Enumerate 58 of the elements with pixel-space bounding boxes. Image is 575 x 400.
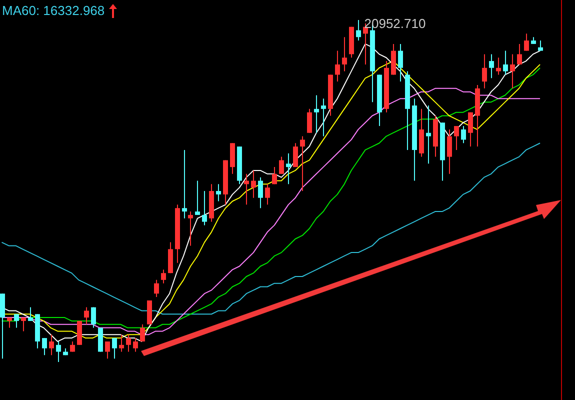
candlestick xyxy=(307,108,312,134)
candlestick xyxy=(461,126,466,144)
candlestick xyxy=(112,338,117,360)
candlestick xyxy=(202,190,207,226)
candlestick xyxy=(126,334,131,352)
candlestick xyxy=(91,306,96,328)
candlestick xyxy=(161,269,166,284)
candlestick xyxy=(314,94,319,134)
candlestick xyxy=(0,293,5,360)
candlestick xyxy=(300,136,305,192)
candlestick xyxy=(272,166,277,185)
candlestick xyxy=(28,306,33,322)
candlestick xyxy=(426,105,431,164)
candlestick xyxy=(335,50,340,82)
candlestick xyxy=(398,43,403,82)
candlestick xyxy=(216,184,221,202)
candlestick xyxy=(293,142,298,168)
candlestick xyxy=(119,334,124,352)
candlestick xyxy=(84,306,89,325)
candlestick xyxy=(342,36,347,72)
candlestick xyxy=(468,112,473,148)
candlestick xyxy=(182,149,187,219)
candlestick xyxy=(14,314,19,328)
candlestick xyxy=(140,324,145,342)
candlestick xyxy=(482,54,487,89)
text: MA60: 16332.968 xyxy=(2,3,105,18)
candlestick xyxy=(265,184,270,206)
annotation: 20952.710 xyxy=(364,16,426,31)
candlestick xyxy=(42,338,47,356)
candlestick xyxy=(517,43,522,65)
candlestick xyxy=(244,173,249,206)
candlestick xyxy=(21,317,26,332)
candlestick xyxy=(321,98,326,137)
candlestick xyxy=(56,340,61,362)
candlestick xyxy=(489,54,494,79)
candlestick xyxy=(447,128,452,174)
candlestick xyxy=(230,142,235,174)
candlestick xyxy=(258,176,263,209)
candlestick xyxy=(454,126,459,150)
candlestick xyxy=(538,40,543,52)
candlestick xyxy=(279,156,284,174)
candlestick xyxy=(510,54,515,89)
candlestick xyxy=(419,108,424,158)
candlestick xyxy=(188,211,193,246)
candlestick xyxy=(391,43,396,76)
candlestick xyxy=(195,180,200,216)
candlestick xyxy=(524,33,529,52)
candlestick xyxy=(251,170,256,198)
candlestick xyxy=(503,50,508,76)
candlestick xyxy=(286,152,291,185)
candlestick xyxy=(49,334,54,356)
candlestick xyxy=(7,317,12,328)
candlestick xyxy=(154,279,159,298)
candlestick xyxy=(168,242,173,274)
candlestick xyxy=(105,340,110,360)
candlestick xyxy=(496,57,501,76)
candlestick xyxy=(133,338,138,352)
candlestick xyxy=(356,20,361,42)
